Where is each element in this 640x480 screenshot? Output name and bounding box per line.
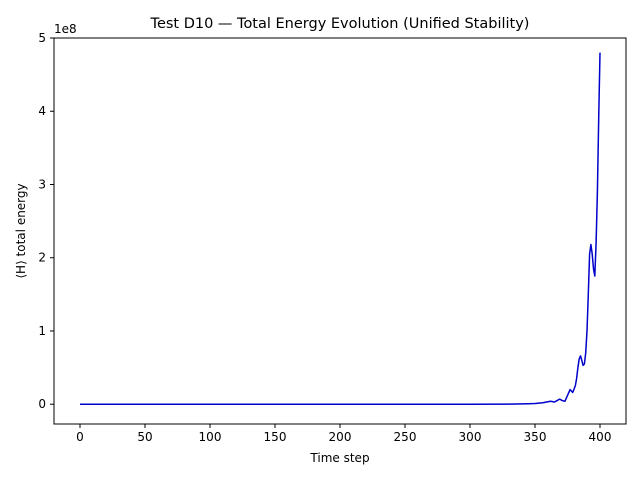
x-tick-label: 50	[137, 430, 152, 444]
x-axis: 0 50 100 150 200 250 300 350 400	[76, 424, 611, 444]
x-tick-label: 350	[524, 430, 547, 444]
x-tick-label: 0	[76, 430, 84, 444]
x-tick-label: 250	[394, 430, 417, 444]
y-tick-label: 0	[38, 397, 46, 411]
x-tick-label: 100	[199, 430, 222, 444]
x-tick-label: 200	[329, 430, 352, 444]
y-tick-label: 2	[38, 251, 46, 265]
y-axis: 0 1 2 3 4 5	[38, 31, 54, 411]
x-tick-label: 400	[589, 430, 612, 444]
x-tick-label: 300	[459, 430, 482, 444]
y-tick-label: 4	[38, 104, 46, 118]
chart-title: Test D10 — Total Energy Evolution (Unifi…	[150, 16, 530, 32]
y-tick-label: 3	[38, 177, 46, 191]
y-tick-label: 1	[38, 324, 46, 338]
series-line	[80, 52, 601, 405]
y-axis-label: ⟨H⟩ total energy	[14, 183, 28, 278]
x-tick-label: 150	[264, 430, 287, 444]
x-axis-label: Time step	[309, 451, 369, 465]
y-offset-label: 1e8	[54, 22, 77, 36]
series-layer	[80, 52, 601, 405]
y-tick-label: 5	[38, 31, 46, 45]
